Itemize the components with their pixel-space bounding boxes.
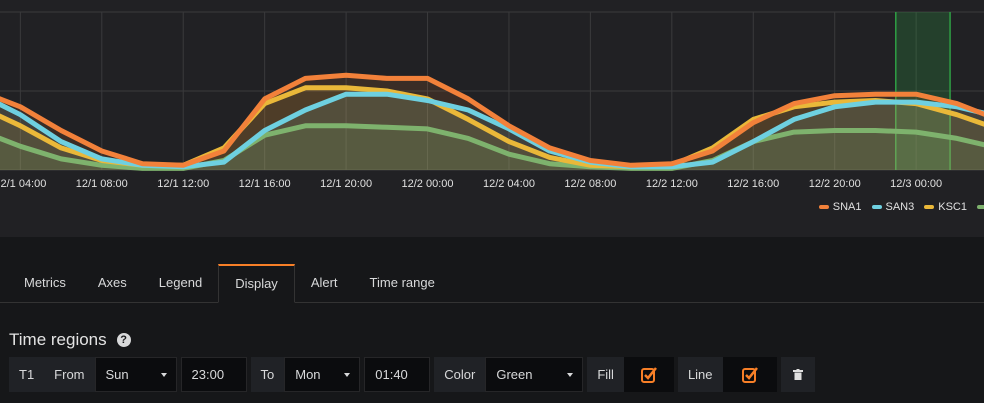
x-tick-label: 12/2 08:00 bbox=[564, 178, 616, 190]
legend-item[interactable]: SAN3 bbox=[871, 201, 915, 213]
fill-label: Fill bbox=[587, 357, 624, 392]
checkbox-checked-icon bbox=[640, 366, 657, 383]
series-line-sna1 bbox=[0, 72, 984, 168]
x-tick-label: 12/1 12:00 bbox=[157, 178, 209, 190]
fill-checkbox[interactable] bbox=[623, 357, 674, 392]
x-tick-label: 12/2 12:00 bbox=[646, 178, 698, 190]
legend-swatch bbox=[924, 205, 935, 209]
region-id-label: T1 bbox=[9, 357, 45, 392]
x-tick-label: 12/2 20:00 bbox=[809, 178, 861, 190]
trash-icon bbox=[792, 369, 803, 380]
to-day-select[interactable]: Mon bbox=[284, 357, 361, 392]
tab-alert[interactable]: Alert bbox=[310, 275, 338, 290]
color-label: Color bbox=[434, 357, 486, 392]
line-checkbox[interactable] bbox=[722, 357, 777, 392]
delete-region-button[interactable] bbox=[780, 357, 815, 392]
from-label: From bbox=[44, 357, 95, 392]
legend: SNA1 SAN3 KSC1 bbox=[818, 201, 984, 213]
color-select[interactable]: Green bbox=[485, 357, 584, 392]
x-tick-label: 12/2 16:00 bbox=[727, 178, 779, 190]
from-time-input[interactable]: 23:00 bbox=[180, 357, 247, 392]
legend-item[interactable]: SNA1 bbox=[818, 201, 862, 213]
legend-swatch bbox=[977, 205, 984, 209]
tab-legend[interactable]: Legend bbox=[158, 275, 203, 290]
line-label: Line bbox=[677, 357, 723, 392]
editor-tabs: Metrics Axes Legend Display Alert Time r… bbox=[0, 264, 984, 303]
series-line-series-3 bbox=[0, 123, 984, 171]
legend-swatch bbox=[818, 205, 829, 209]
caret-down-icon bbox=[160, 373, 167, 377]
tab-time-range[interactable]: Time range bbox=[369, 275, 435, 290]
legend-swatch bbox=[871, 205, 882, 209]
color-value: Green bbox=[496, 367, 533, 382]
from-day-select[interactable]: Sun bbox=[94, 357, 177, 392]
graph-panel: 12/1 04:00 12/1 08:00 12/1 12:00 12/1 16:00… bbox=[0, 0, 984, 237]
time-region-fill bbox=[895, 12, 951, 170]
legend-item[interactable]: KSC1 bbox=[924, 201, 967, 213]
legend-label: SNA1 bbox=[832, 201, 862, 213]
to-day-value: Mon bbox=[295, 367, 321, 382]
help-icon[interactable]: ? bbox=[116, 333, 131, 347]
time-series-chart: 12/1 04:00 12/1 08:00 12/1 12:00 12/1 16:00… bbox=[0, 11, 984, 190]
legend-label: KSC1 bbox=[938, 201, 967, 213]
tab-axes[interactable]: Axes bbox=[97, 275, 127, 290]
time-region-row: T1 From Sun 23:00 To Mon 01:40 Color Gre… bbox=[9, 357, 815, 392]
time-regions-heading: Time regions bbox=[9, 330, 107, 349]
to-label: To bbox=[250, 357, 285, 392]
x-tick-label: 12/1 20:00 bbox=[320, 178, 372, 190]
checkbox-checked-icon bbox=[741, 366, 758, 383]
to-time-input[interactable]: 01:40 bbox=[364, 357, 431, 392]
x-tick-label: 12/2 04:00 bbox=[483, 178, 535, 190]
caret-down-icon bbox=[344, 373, 351, 377]
legend-label: SAN3 bbox=[885, 201, 915, 213]
x-tick-label: 12/3 00:00 bbox=[890, 178, 942, 190]
x-tick-label: 12/1 04:00 bbox=[0, 178, 46, 190]
tab-metrics[interactable]: Metrics bbox=[24, 275, 66, 290]
x-tick-label: 12/2 00:00 bbox=[402, 178, 454, 190]
caret-down-icon bbox=[567, 373, 574, 377]
x-tick-label: 12/1 08:00 bbox=[76, 178, 128, 190]
legend-item[interactable] bbox=[977, 201, 984, 213]
section-title: Time regions ? bbox=[9, 330, 131, 350]
tab-display[interactable]: Display bbox=[218, 264, 295, 303]
from-day-value: Sun bbox=[105, 367, 129, 382]
x-tick-label: 12/1 16:00 bbox=[239, 178, 291, 190]
